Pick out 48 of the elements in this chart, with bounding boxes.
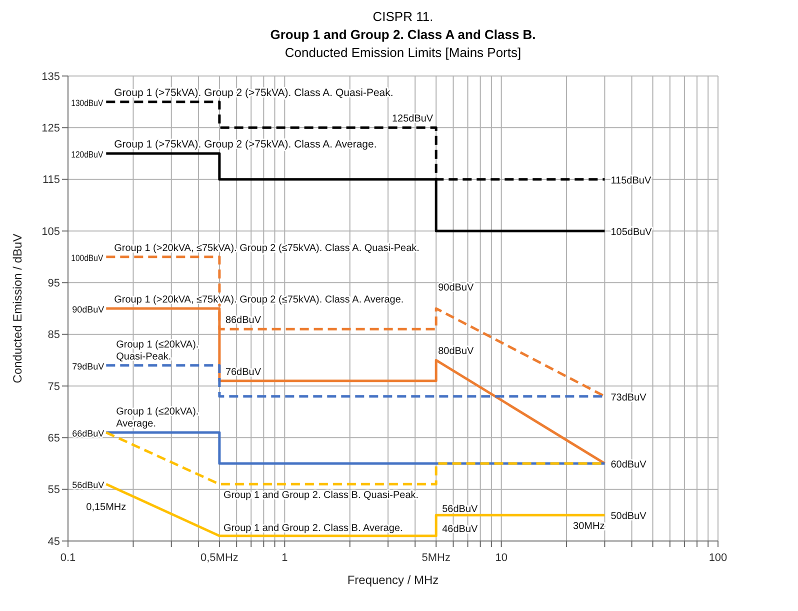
annotation: Group 1 (>75kVA). Group 2 (>75kVA). Class A. Average. bbox=[114, 138, 377, 150]
y-tick-label: 125 bbox=[42, 122, 60, 135]
y-tick-label: 65 bbox=[48, 432, 60, 445]
annotation: 30MHz bbox=[573, 521, 605, 532]
x-tick-label: 1 bbox=[282, 552, 288, 564]
chart-subtitle: Group 1 and Group 2. Class A and Class B. Conducted Emission Limits [Mains Ports] bbox=[269, 26, 537, 62]
y-tick-label: 85 bbox=[48, 329, 60, 342]
annotation: 73dBuV bbox=[610, 392, 647, 404]
x-tick-label: 5MHz bbox=[422, 552, 450, 564]
annotation: Group 1 (>75kVA). Group 2 (>75kVA). Class A. Quasi-Peak. bbox=[114, 86, 394, 99]
annotation: 120dBuV bbox=[71, 150, 108, 160]
y-axis-title: Conducted Emission / dBuV bbox=[10, 234, 24, 384]
annotation: Group 1 and Group 2. Class B. Quasi-Peak. bbox=[223, 490, 419, 502]
annotation: 86dBuV bbox=[225, 315, 262, 326]
annotation: 66dBuV bbox=[72, 428, 104, 438]
x-tick-label: 100 bbox=[708, 552, 728, 564]
y-tick-label: 115 bbox=[42, 174, 60, 186]
annotation: 56dBuV bbox=[72, 480, 104, 490]
y-tick-label: 75 bbox=[48, 380, 60, 393]
annotation: 130dBuV bbox=[71, 98, 108, 108]
annotation: Group 1 (>20kVA, ≤75kVA). Group 2 (≤75kVA). Class A. Quasi-Peak. bbox=[114, 242, 420, 254]
y-tick-label: 135 bbox=[42, 70, 60, 83]
x-tick-label: 0,5MHz bbox=[200, 552, 238, 564]
annotation: 125dBuV bbox=[392, 114, 434, 125]
annotation: 46dBuV bbox=[442, 524, 478, 535]
annotation: 105dBuV bbox=[610, 227, 652, 238]
y-tick-label: 95 bbox=[48, 278, 60, 290]
annotation: 80dBuV bbox=[438, 346, 474, 358]
annotation: 60dBuV bbox=[610, 460, 647, 470]
annotation: 56dBuV bbox=[442, 504, 478, 516]
annotation: 115dBuV bbox=[610, 175, 652, 186]
y-tick-label: 55 bbox=[48, 484, 60, 496]
annotation: Group 1 (≤20kVA). Average. bbox=[116, 406, 199, 430]
annotation: 100dBuV bbox=[71, 252, 108, 263]
x-axis-title: Frequency / MHz bbox=[347, 573, 439, 587]
annotation: 0,15MHz bbox=[86, 502, 126, 514]
x-tick-label: 10 bbox=[495, 552, 508, 564]
annotation: 90dBuV bbox=[72, 304, 104, 314]
annotation: Group 1 and Group 2. Class B. Average. bbox=[223, 522, 403, 534]
annotation: 90dBuV bbox=[438, 282, 474, 294]
annotation: Group 1 (≤20kVA). Quasi-Peak. bbox=[116, 339, 199, 362]
annotation: 79dBuV bbox=[72, 361, 104, 372]
chart-title: CISPR 11. bbox=[372, 8, 434, 26]
y-tick-label: 105 bbox=[42, 226, 60, 238]
annotation: 76dBuV bbox=[225, 366, 262, 378]
y-tick-label: 45 bbox=[48, 536, 60, 548]
annotation: 50dBuV bbox=[610, 511, 647, 522]
x-tick-label: 0.1 bbox=[60, 552, 76, 564]
